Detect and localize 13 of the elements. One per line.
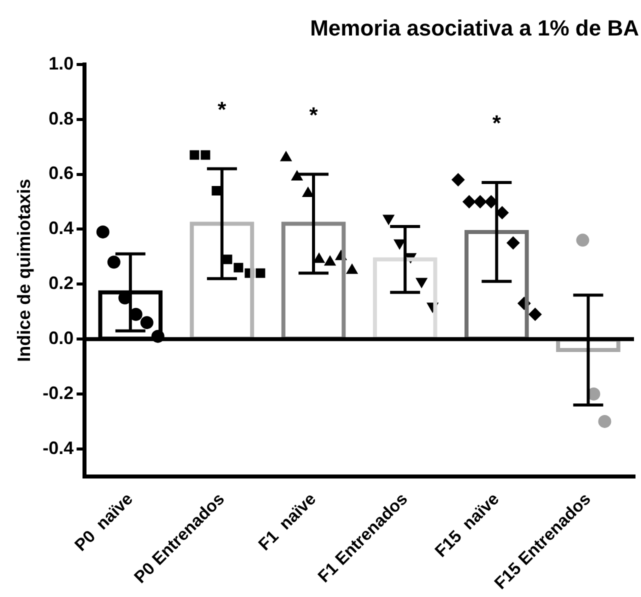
- y-tick-label: -0.4: [42, 438, 74, 458]
- y-tick-label: 0.4: [48, 218, 74, 238]
- y-tick-label: 0.2: [48, 273, 74, 294]
- annotation: *: [492, 110, 502, 136]
- annotation: *: [218, 96, 227, 122]
- annotation: *: [309, 102, 318, 128]
- y-tick-label: 0.0: [48, 328, 74, 348]
- chart-title: Memoria asociativa a 1% de BA: [310, 15, 640, 40]
- y-tick-label: 0.8: [48, 108, 74, 128]
- y-tick-label: -0.2: [42, 382, 74, 403]
- y-axis-title: Indice de quimiotaxis: [14, 178, 34, 362]
- y-tick-label: 0.6: [48, 163, 74, 184]
- y-tick-label: 1.0: [48, 53, 74, 74]
